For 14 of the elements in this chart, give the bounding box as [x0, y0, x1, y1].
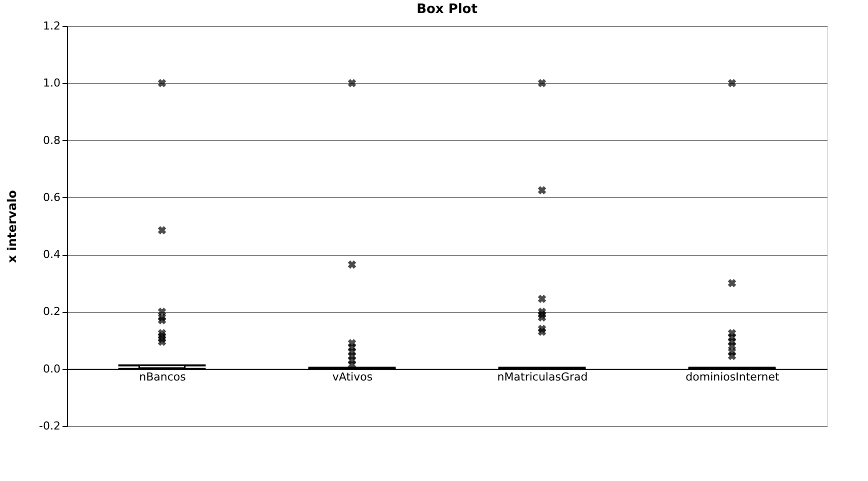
chart-title: Box Plot [416, 2, 478, 17]
y-axis-title: x intervalo [5, 190, 20, 263]
y-tick-label: 0.4 [43, 248, 60, 262]
y-tick-label: -0.2 [39, 420, 60, 432]
y-tick-label: 0.0 [43, 362, 60, 376]
x-tick-label: nBancos [139, 370, 186, 384]
y-tick-label: 0.6 [43, 190, 60, 204]
y-tick-label: 1.2 [43, 20, 60, 32]
y-tick-label: 1.0 [43, 76, 60, 90]
x-tick-label: dominiosInternet [686, 370, 780, 384]
y-tick-label: 0.2 [43, 305, 60, 318]
x-tick-label: vAtivos [332, 370, 373, 384]
y-tick-label: 0.8 [43, 134, 60, 147]
x-tick-label: nMatriculasGrad [497, 370, 588, 384]
